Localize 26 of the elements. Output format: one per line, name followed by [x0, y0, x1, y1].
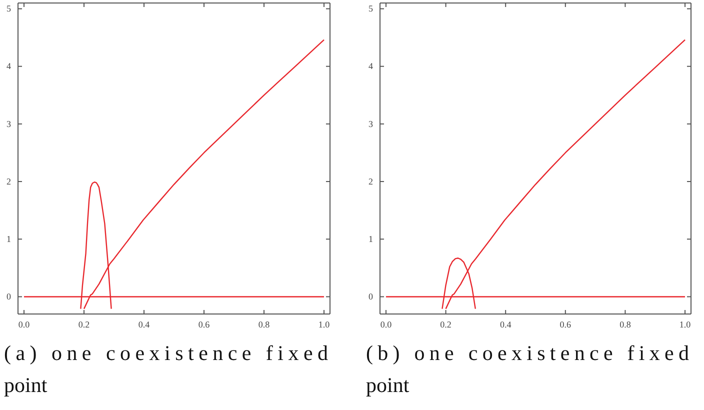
y-tick-label: 0	[6, 292, 12, 302]
y-tick-label: 3	[6, 118, 12, 129]
x-tick-label: 1.0	[318, 319, 330, 330]
x-tick-label: 0.6	[560, 319, 572, 330]
x-tick-label: 0.4	[138, 319, 150, 330]
y-tick-label: 2	[6, 176, 11, 186]
y-tick-label: 4	[368, 61, 374, 72]
x-tick-label: 0.2	[78, 319, 90, 330]
x-tick-label: 0.6	[198, 319, 210, 330]
y-tick-label: 0	[368, 292, 374, 302]
x-tick-label: 1.0	[679, 319, 692, 330]
x-tick-label: 0.0	[18, 319, 30, 330]
y-tick-label: 4	[6, 61, 12, 72]
x-tick-label: 0.0	[380, 319, 392, 330]
x-tick-label: 0.4	[500, 319, 512, 330]
y-tick-label: 2	[368, 176, 373, 186]
x-tick-label: 0.8	[620, 319, 632, 330]
text: (a) one coexistence fixed point	[4, 341, 328, 397]
y-tick-label: 1	[368, 234, 373, 244]
y-tick-label: 3	[368, 118, 374, 129]
x-tick-label: 0.8	[258, 319, 270, 330]
y-tick-label: 5	[368, 4, 374, 14]
text: (b) one coexistence fixed point	[366, 341, 690, 397]
x-tick-label: 0.2	[440, 319, 452, 330]
y-tick-label: 1	[6, 234, 11, 244]
y-tick-label: 5	[6, 4, 12, 14]
